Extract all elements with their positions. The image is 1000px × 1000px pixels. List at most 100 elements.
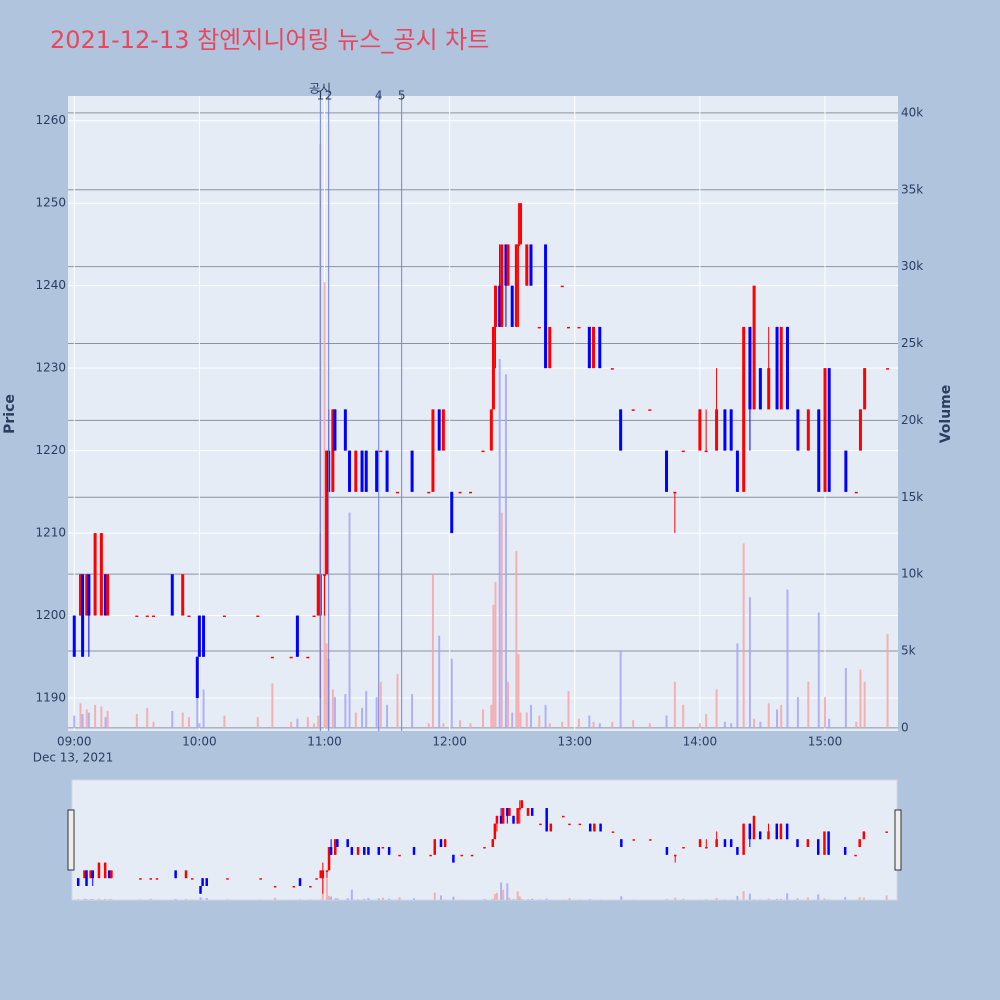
candle-body	[858, 839, 861, 848]
volume-bar	[439, 895, 442, 900]
volume-bar	[665, 715, 668, 728]
range-handle[interactable]	[67, 809, 75, 871]
candle-body	[410, 450, 414, 492]
candle-body	[816, 839, 820, 855]
candle-body	[139, 878, 142, 880]
volume-bar	[104, 898, 107, 900]
volume-bar	[515, 551, 518, 728]
volume-bar	[87, 712, 90, 728]
candle-body	[568, 823, 571, 826]
candle-body	[681, 450, 685, 453]
volume-bar	[885, 895, 888, 900]
candle-body	[862, 831, 866, 840]
volume-bar	[592, 721, 595, 728]
volume-bar	[705, 714, 708, 728]
candle-body	[665, 847, 669, 855]
candle-body	[110, 870, 113, 879]
volume-bar	[531, 898, 534, 900]
volume-bar	[502, 889, 505, 900]
candle-body	[854, 854, 857, 857]
candle-body	[494, 285, 498, 327]
volume-bar	[520, 899, 523, 900]
volume-bar	[577, 718, 580, 728]
candle-body	[548, 326, 552, 369]
news-title: 공시	[309, 82, 331, 96]
volume-bar	[858, 897, 861, 900]
volume-bar	[433, 892, 436, 900]
candle-body	[508, 808, 511, 816]
volume-bar	[375, 697, 378, 728]
volume-bar	[459, 720, 462, 728]
candle-body	[742, 326, 746, 492]
candle-body	[698, 839, 702, 848]
candle-body	[381, 847, 385, 849]
candle-body	[329, 847, 333, 855]
volume-bar	[85, 709, 88, 728]
candle-body	[735, 450, 739, 492]
volume-bar	[317, 715, 320, 728]
volume-bar	[198, 723, 201, 728]
candle-body	[270, 656, 274, 659]
volume-bar	[100, 706, 103, 728]
candle-body	[489, 409, 493, 451]
candle-body	[87, 574, 91, 616]
candle-body	[775, 326, 779, 410]
candle-body	[698, 409, 702, 451]
y-tick-label: 1250	[35, 196, 66, 210]
volume-bar	[350, 889, 353, 900]
volume-bar	[152, 721, 155, 728]
candle-body	[315, 878, 318, 880]
volume-bar	[539, 899, 542, 900]
candle-body	[187, 615, 191, 618]
volume-bar	[863, 681, 866, 728]
volume-bar	[705, 899, 708, 900]
range-slider[interactable]	[71, 779, 898, 901]
candle-body	[704, 450, 708, 453]
volume-bar	[517, 654, 520, 728]
candle-body	[729, 839, 733, 848]
volume-bar	[110, 899, 113, 900]
news-label: 2	[325, 89, 333, 103]
candle-body	[854, 491, 858, 494]
volume-bar	[323, 282, 326, 728]
candle-body	[321, 870, 325, 879]
candle-body	[619, 409, 623, 451]
volume-bar	[529, 704, 532, 728]
range-handle[interactable]	[894, 809, 902, 871]
volume-bar	[494, 581, 497, 728]
volume-bar	[673, 681, 676, 728]
candle-body	[578, 823, 582, 826]
volume-bar	[779, 898, 782, 900]
candle-body	[76, 878, 80, 886]
candle-body	[844, 450, 848, 492]
candle-body	[325, 870, 329, 872]
volume-bar	[527, 899, 530, 900]
volume-bar	[698, 723, 701, 728]
candle-body	[292, 885, 296, 888]
volume-bar	[817, 612, 820, 728]
candle-body	[863, 368, 867, 410]
volume-bar	[796, 697, 799, 728]
candle-body	[673, 854, 677, 857]
volume-bar	[97, 898, 100, 900]
candle-body	[491, 839, 495, 848]
candle-body	[599, 823, 602, 832]
candle-body	[312, 615, 316, 618]
y-tick-label: 1240	[35, 278, 66, 292]
candle-body	[395, 491, 399, 494]
candle-body	[333, 409, 337, 451]
candle-body	[649, 839, 652, 841]
candle-body	[501, 808, 505, 824]
candle-body	[504, 244, 508, 286]
candle-body	[190, 878, 194, 880]
candle-body	[886, 368, 890, 370]
candle-body	[560, 285, 564, 288]
candle-body	[205, 878, 208, 886]
volume-bar	[296, 718, 299, 728]
candle-body	[99, 533, 103, 616]
candle-body	[493, 823, 497, 840]
y2-tick-label: 15k	[901, 490, 923, 504]
candle-body	[450, 491, 454, 534]
volume-bar	[500, 512, 503, 728]
volume-bar	[336, 898, 339, 900]
